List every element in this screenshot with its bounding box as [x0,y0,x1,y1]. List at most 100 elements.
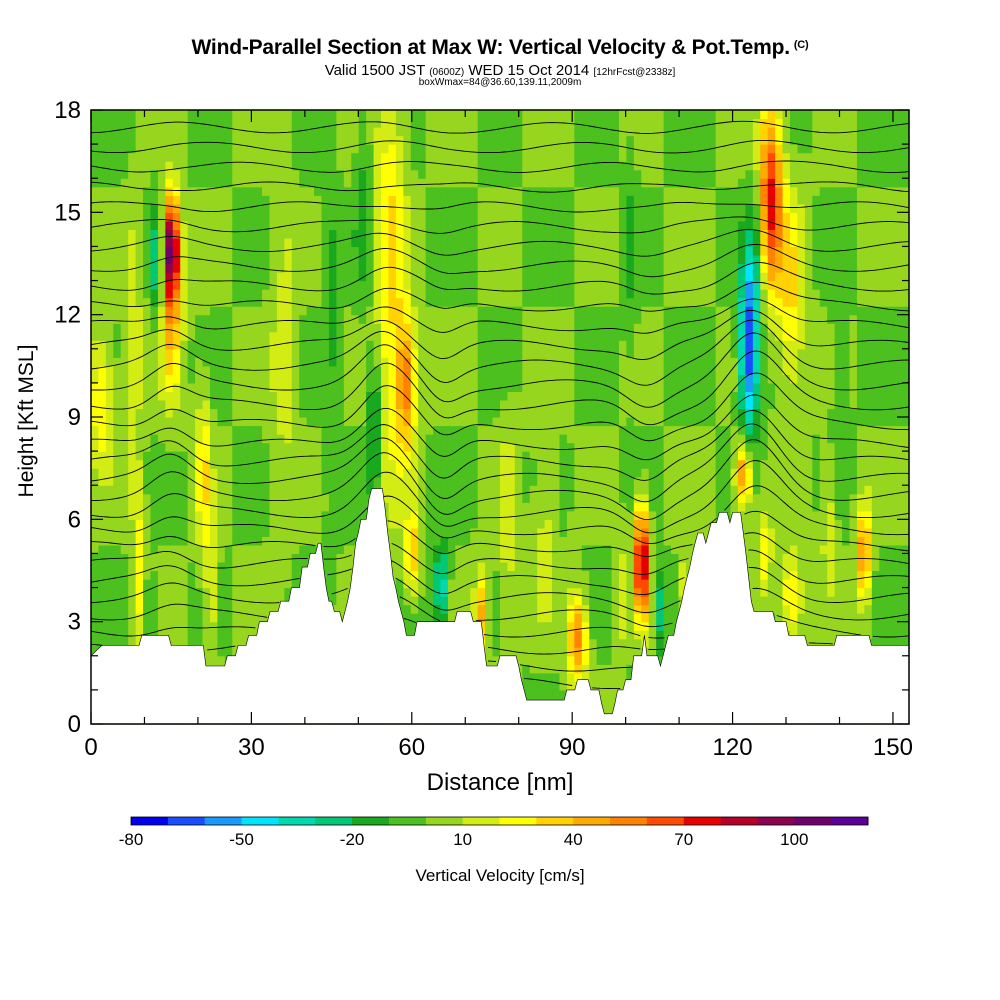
velocity-cell [232,280,241,290]
velocity-cell [195,561,204,572]
velocity-cell [202,178,211,188]
velocity-cell [425,289,434,299]
velocity-cell [343,348,352,358]
velocity-cell [135,493,144,503]
velocity-cell [366,169,375,179]
velocity-cell [596,459,605,469]
velocity-cell [447,442,456,452]
velocity-cell [418,127,427,137]
velocity-cell [604,613,613,623]
velocity-cell [336,544,345,555]
velocity-cell [470,425,479,435]
velocity-cell [247,399,256,410]
velocity-cell [314,536,323,546]
velocity-cell [150,263,159,273]
velocity-cell [224,561,233,572]
velocity-cell [425,340,434,350]
velocity-cell [343,263,352,273]
velocity-cell [596,169,605,179]
velocity-cell [143,306,152,316]
velocity-cell [388,203,397,213]
velocity-cell [514,314,523,324]
velocity-cell [336,451,345,461]
velocity-cell [537,391,546,401]
velocity-cell [447,613,456,623]
velocity-cell [187,237,196,248]
velocity-cell [574,280,583,290]
velocity-cell [180,621,189,631]
velocity-cell [500,613,509,623]
velocity-cell [120,195,129,205]
velocity-cell [514,374,523,384]
velocity-cell [180,613,189,623]
velocity-cell [262,604,271,614]
velocity-cell [410,510,419,520]
velocity-cell [239,451,248,461]
velocity-cell [209,178,219,188]
velocity-cell [157,493,166,503]
velocity-cell [150,399,159,410]
velocity-cell [514,451,523,461]
velocity-cell [217,323,226,333]
velocity-cell [321,289,330,299]
velocity-cell [217,144,226,154]
velocity-cell [276,374,285,384]
velocity-cell [574,553,583,563]
velocity-cell [209,655,219,665]
velocity-cell [410,254,419,265]
velocity-cell [596,399,605,410]
velocity-cell [299,203,308,213]
velocity-cell [195,195,204,205]
velocity-cell [128,220,137,230]
velocity-cell [596,357,605,367]
velocity-cell [351,212,360,222]
velocity-cell [403,195,412,205]
velocity-cell [224,417,233,427]
velocity-cell [589,476,598,486]
velocity-cell [596,272,605,282]
velocity-cell [209,485,219,495]
velocity-cell [604,604,613,614]
velocity-cell [224,604,233,614]
velocity-cell [180,306,189,316]
velocity-cell [366,399,375,410]
velocity-cell [224,391,233,401]
velocity-cell [105,340,114,350]
velocity-cell [410,425,419,435]
velocity-cell [500,212,509,222]
velocity-cell [425,553,434,563]
velocity-cell [418,434,427,444]
velocity-cell [336,527,345,537]
velocity-cell [507,519,516,529]
velocity-cell [581,127,590,137]
velocity-cell [150,331,159,341]
velocity-cell [581,434,590,444]
velocity-cell [299,152,308,162]
velocity-cell [477,417,486,427]
velocity-cell [202,596,211,606]
velocity-cell [328,536,337,546]
velocity-cell [559,596,568,606]
velocity-cell [500,510,509,520]
velocity-cell [366,314,375,324]
velocity-cell [98,203,107,213]
velocity-cell [366,374,375,384]
velocity-cell [552,314,561,324]
velocity-cell [343,493,352,503]
velocity-cell [522,502,531,512]
velocity-cell [418,502,427,512]
velocity-cell [269,417,278,427]
velocity-cell [500,434,509,444]
velocity-cell [187,357,196,367]
velocity-cell [351,417,360,427]
velocity-cell [477,442,486,452]
velocity-cell [552,493,561,503]
velocity-cell [209,357,219,367]
velocity-cell [395,553,404,563]
velocity-cell [455,357,464,367]
velocity-cell [202,374,211,384]
velocity-cell [514,348,523,358]
velocity-cell [604,544,613,555]
velocity-cell [596,417,605,427]
velocity-cell [366,127,375,137]
